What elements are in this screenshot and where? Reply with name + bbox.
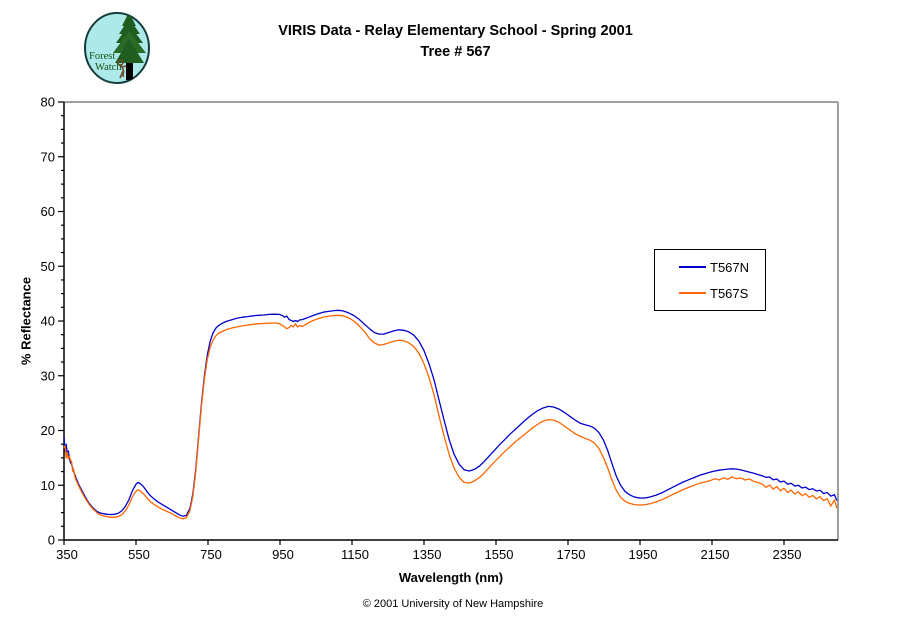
logo-text-watch: Watch [95,62,122,73]
legend-item-t567n: T567N [679,260,765,275]
t567s-line-swatch [679,292,706,294]
svg-text:950: 950 [272,547,294,562]
svg-text:1550: 1550 [485,547,514,562]
pine-tree-icon [113,13,146,80]
svg-text:350: 350 [56,547,78,562]
legend-box: T567N T567S [654,249,766,311]
logo-text-forest: Forest [89,51,115,62]
t567n-line-swatch [679,266,706,268]
svg-text:80: 80 [41,95,55,110]
svg-text:50: 50 [41,259,55,274]
svg-text:1150: 1150 [341,547,369,562]
svg-text:1750: 1750 [557,547,586,562]
svg-text:550: 550 [128,547,150,562]
legend-label-t567n: T567N [710,259,750,275]
chart-subtitle: Tree # 567 [420,44,491,60]
title-block: VIRIS Data - Relay Elementary School - S… [0,21,911,63]
svg-text:1350: 1350 [413,547,442,562]
x-axis-label: Wavelength (nm) [398,570,504,585]
forest-watch-logo: Forest Watch [84,12,150,84]
svg-text:1950: 1950 [629,547,658,562]
svg-text:750: 750 [200,547,222,562]
svg-text:2150: 2150 [701,547,730,562]
svg-text:0: 0 [48,533,55,548]
svg-text:40: 40 [41,314,55,329]
svg-text:70: 70 [41,149,55,164]
y-axis-label: % Reflectance [18,276,34,366]
svg-text:60: 60 [41,204,55,219]
person-icon [117,59,127,79]
svg-text:30: 30 [41,368,55,383]
svg-text:2350: 2350 [773,547,802,562]
svg-text:20: 20 [41,423,55,438]
chart-title: VIRIS Data - Relay Elementary School - S… [278,23,633,39]
legend-item-t567s: T567S [679,286,765,301]
svg-text:10: 10 [41,478,55,493]
copyright-text: © 2001 University of New Hampshire [362,598,544,610]
legend-label-t567s: T567S [710,285,749,301]
